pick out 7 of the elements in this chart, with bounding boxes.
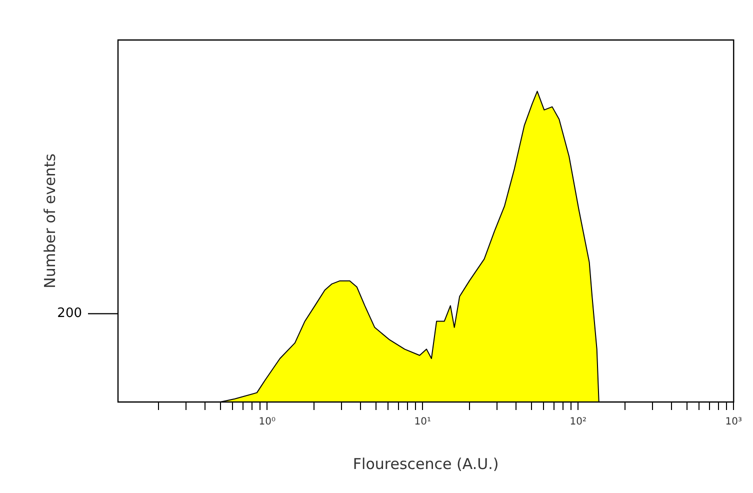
- x-tick-label: 10³: [725, 416, 742, 428]
- y-axis-title: Number of events: [40, 153, 59, 288]
- x-tick-label: 10²: [570, 416, 586, 428]
- x-axis-title: Flourescence (A.U.): [352, 454, 499, 473]
- x-tick-label: 10¹: [414, 416, 431, 428]
- x-tick-label: 10⁰: [258, 416, 276, 428]
- text: 200: [57, 306, 82, 322]
